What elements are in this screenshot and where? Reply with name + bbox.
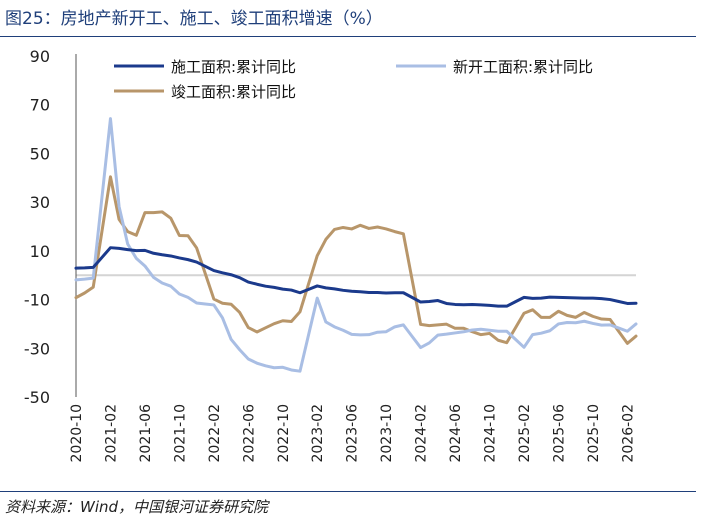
source-divider [0,491,696,492]
x-tick-label: 2021-10 [172,404,188,463]
x-tick-label: 2022-02 [207,404,223,463]
x-tick-label: 2022-10 [276,404,292,463]
figure-title: 图25：房地产新开工、施工、竣工面积增速（%） [5,9,383,29]
legend-label-1: 新开工面积:累计同比 [453,58,593,76]
x-tick-label: 2021-06 [138,404,154,463]
series-line-1 [74,117,638,373]
y-tick-label: 90 [30,47,50,66]
y-tick-label: -10 [24,291,50,310]
x-tick-label: 2021-02 [103,404,119,463]
x-tick-label: 2025-06 [551,404,567,463]
legend-label-2: 竣工面积:累计同比 [171,83,296,101]
series-layer [74,117,638,373]
x-tick-label: 2024-10 [483,404,499,463]
y-tick-label: 10 [30,242,50,261]
x-tick-label: 2024-02 [414,404,430,463]
x-tick-label: 2023-06 [345,404,361,463]
x-tick-label: 2022-06 [241,404,257,463]
y-tick-label: 70 [30,96,50,115]
x-tick-label: 2026-02 [620,404,636,463]
y-tick-label: -30 [24,339,50,358]
x-tick-label: 2023-02 [310,404,326,463]
y-tick-label: -50 [24,388,50,407]
y-tick-label: 50 [30,144,50,163]
x-tick-label: 2025-02 [517,404,533,463]
title-divider [0,36,696,37]
series-line-2 [74,175,638,345]
y-tick-label: 30 [30,193,50,212]
x-tick-label: 2023-10 [379,404,395,463]
series-line-0 [74,246,638,308]
axes-layer: 90 70 50 30 10 -10 -30 -50 2020-10 2021-02 2021-06… [24,47,637,463]
x-tick-label: 2025-10 [586,404,602,463]
x-tick-label: 2024-06 [448,404,464,463]
source-note: 资料来源：Wind，中国银河证券研究院 [5,498,269,516]
legend-label-0: 施工面积:累计同比 [171,58,296,76]
x-tick-label: 2020-10 [69,404,85,463]
